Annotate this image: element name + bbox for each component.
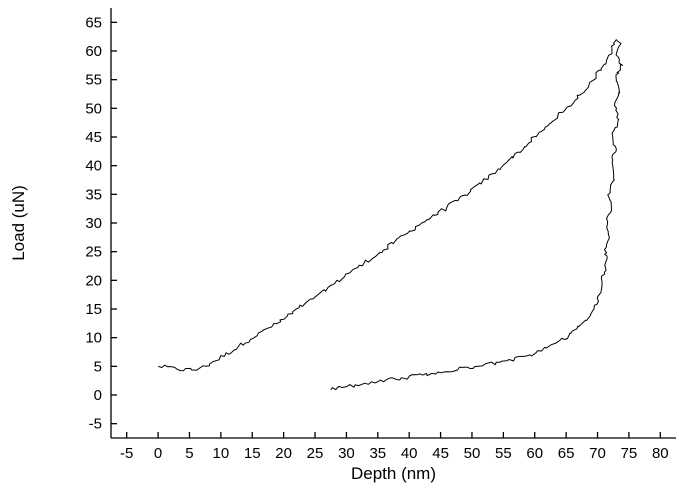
y-tick-label: 60 bbox=[85, 43, 102, 60]
y-tick-label: 40 bbox=[85, 158, 102, 175]
y-tick-label: 5 bbox=[94, 358, 102, 375]
x-axis-title: Depth (nm) bbox=[351, 464, 436, 483]
x-tick-label: 35 bbox=[369, 445, 386, 462]
y-tick-label: 10 bbox=[85, 330, 102, 347]
x-tick-label: 65 bbox=[558, 445, 575, 462]
y-tick-label: -5 bbox=[89, 416, 102, 433]
y-axis-title: Load (uN) bbox=[9, 185, 28, 261]
x-tick-label: -5 bbox=[120, 445, 133, 462]
y-tick-label: 20 bbox=[85, 272, 102, 289]
y-tick-label: 0 bbox=[94, 387, 102, 404]
x-tick-label: 5 bbox=[185, 445, 193, 462]
y-tick-label: 65 bbox=[85, 14, 102, 31]
y-tick-label: 15 bbox=[85, 301, 102, 318]
x-tick-label: 70 bbox=[589, 445, 606, 462]
x-tick-label: 80 bbox=[652, 445, 669, 462]
x-tick-label: 45 bbox=[432, 445, 449, 462]
y-tick-label: 50 bbox=[85, 100, 102, 117]
x-tick-label: 15 bbox=[244, 445, 261, 462]
y-tick-label: 35 bbox=[85, 186, 102, 203]
x-tick-label: 25 bbox=[307, 445, 324, 462]
series-loading bbox=[157, 39, 617, 372]
x-tick-label: 50 bbox=[464, 445, 481, 462]
y-tick-label: 25 bbox=[85, 244, 102, 261]
x-tick-label: 10 bbox=[213, 445, 230, 462]
x-tick-label: 55 bbox=[495, 445, 512, 462]
y-tick-label: 45 bbox=[85, 129, 102, 146]
x-tick-label: 30 bbox=[338, 445, 355, 462]
x-tick-label: 60 bbox=[526, 445, 543, 462]
series-unloading bbox=[330, 39, 624, 391]
x-tick-label: 20 bbox=[275, 445, 292, 462]
x-tick-label: 40 bbox=[401, 445, 418, 462]
y-tick-label: 30 bbox=[85, 215, 102, 232]
y-tick-label: 55 bbox=[85, 72, 102, 89]
x-tick-label: 75 bbox=[621, 445, 638, 462]
x-tick-label: 0 bbox=[154, 445, 162, 462]
